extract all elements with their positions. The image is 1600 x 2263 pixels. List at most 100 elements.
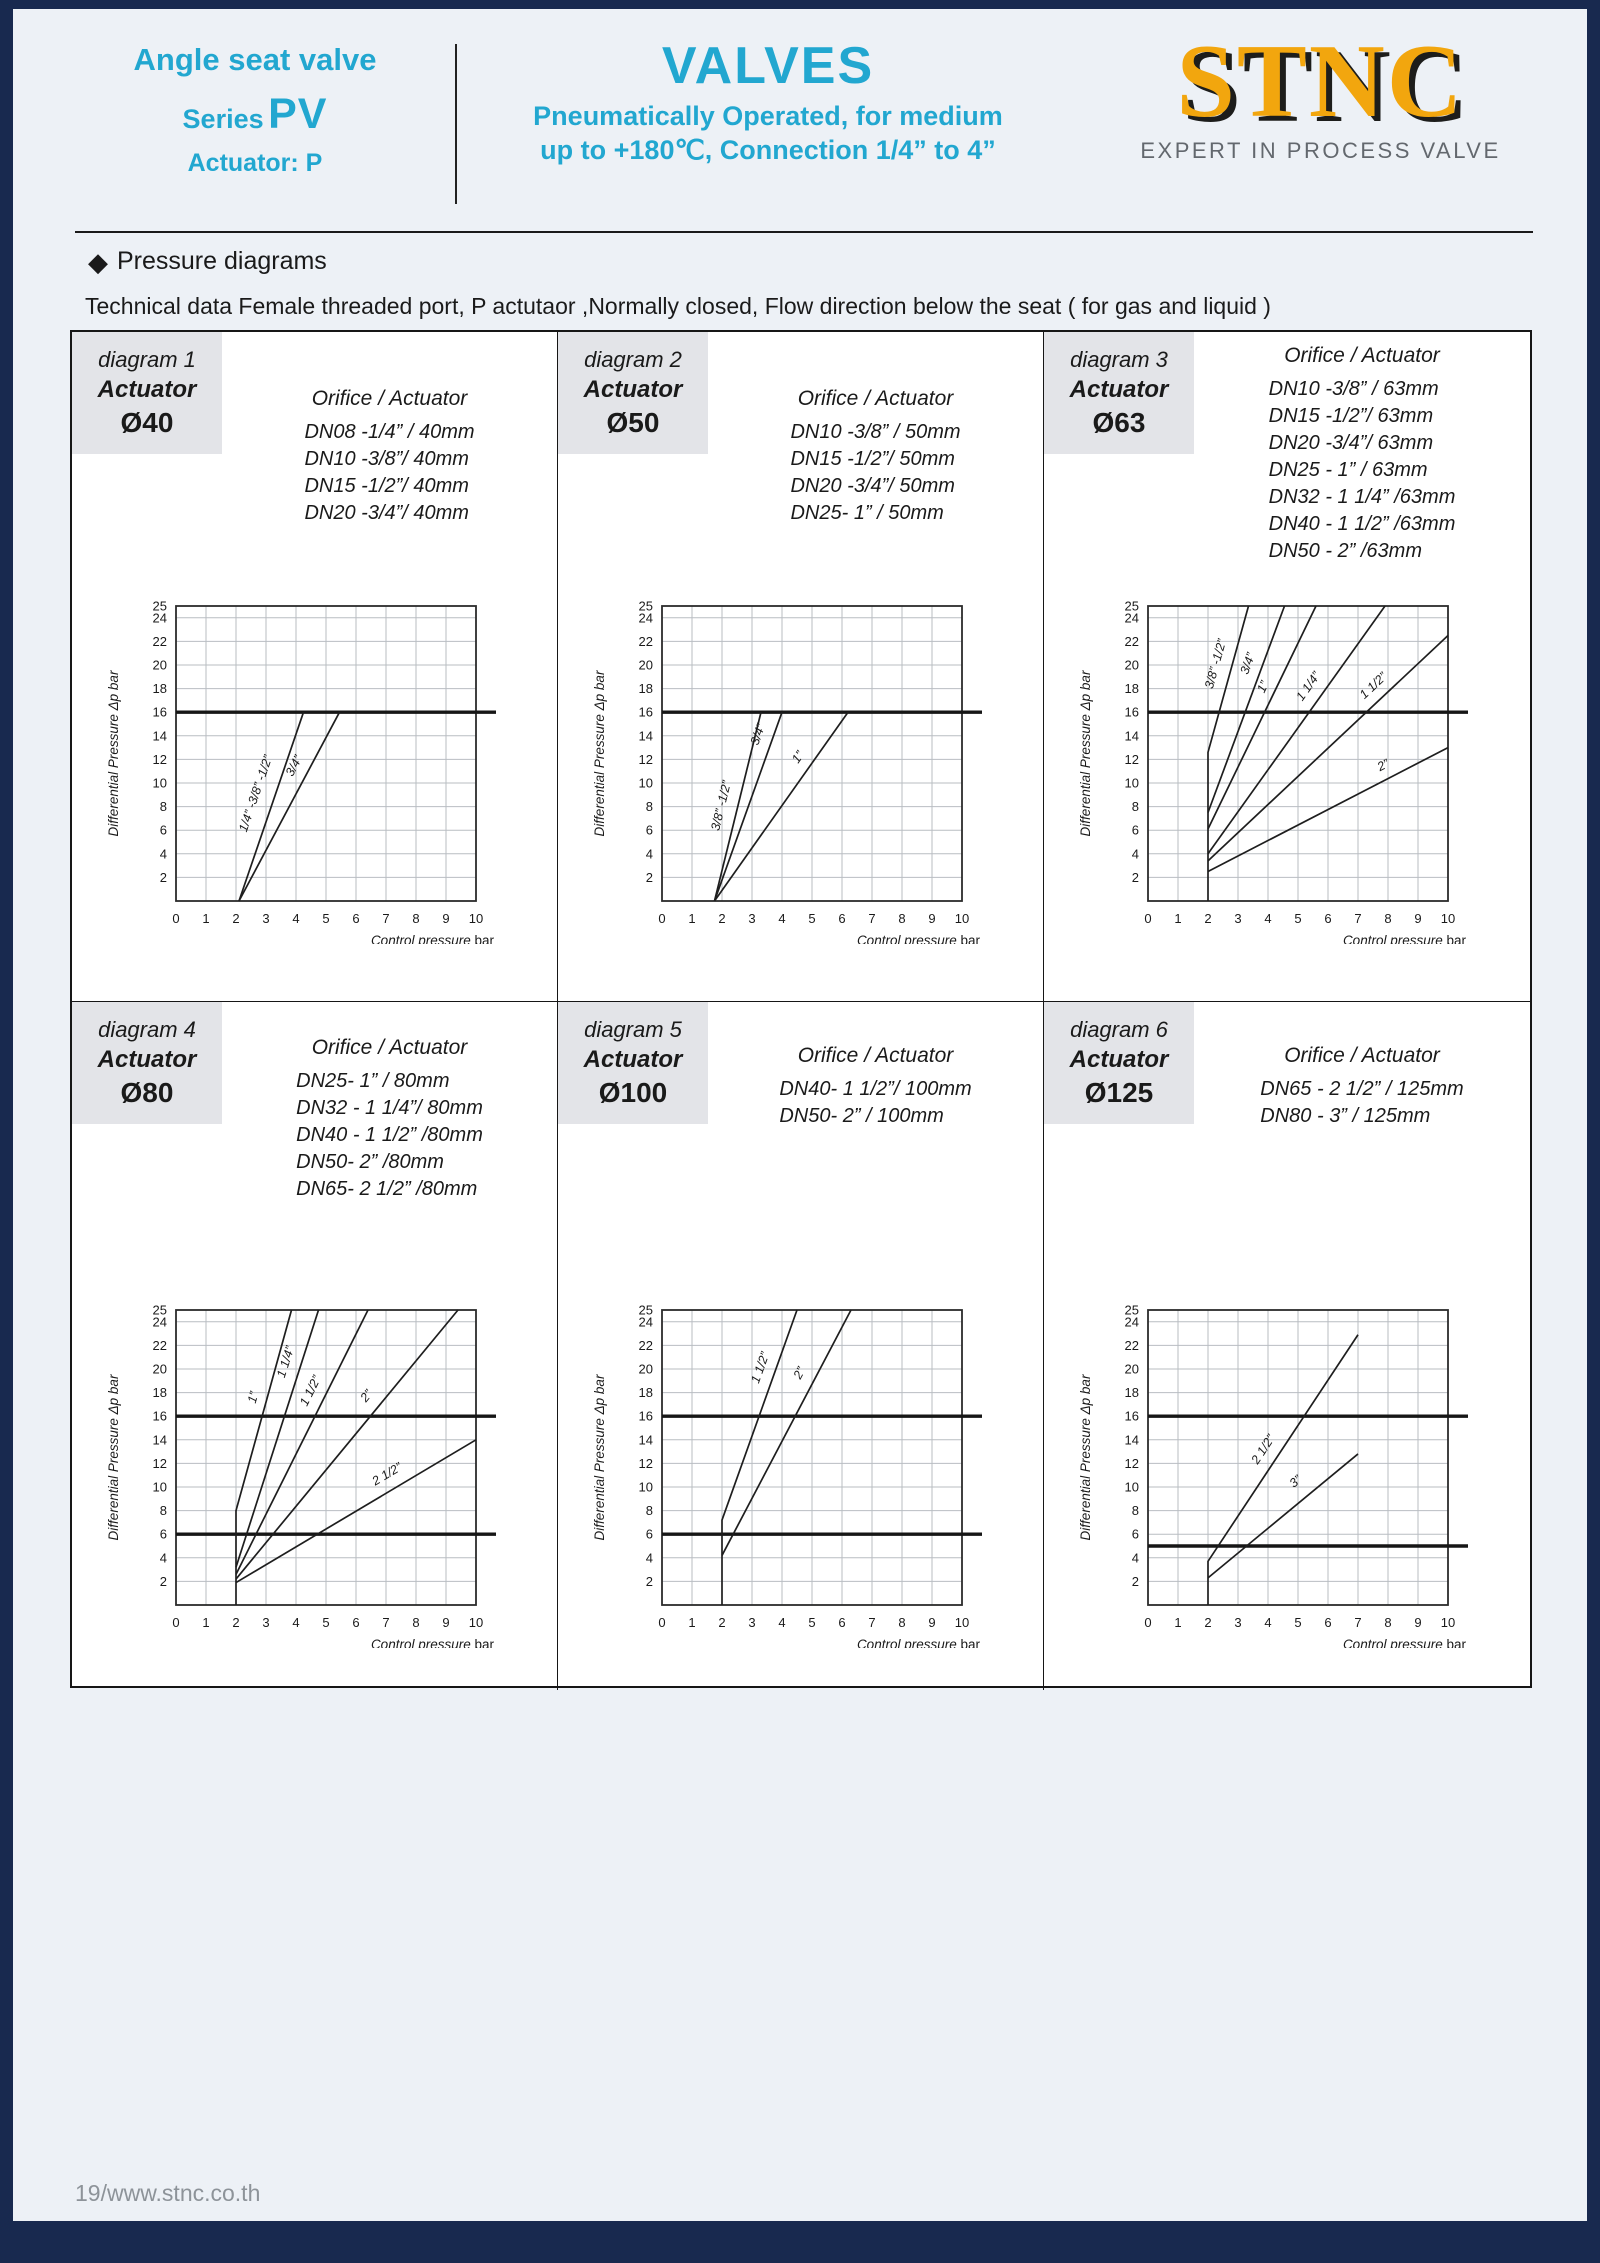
actuator-label: Actuator bbox=[583, 376, 683, 403]
svg-text:8: 8 bbox=[412, 1615, 419, 1630]
actuator-label: Actuator bbox=[1069, 1046, 1169, 1073]
svg-text:18: 18 bbox=[639, 681, 653, 696]
svg-text:2: 2 bbox=[718, 911, 725, 926]
actuator-size: Ø80 bbox=[120, 1077, 174, 1108]
svg-text:6: 6 bbox=[646, 1527, 653, 1542]
svg-text:3: 3 bbox=[1234, 1615, 1241, 1630]
orifice-item: DN15 -1/2”/ 50mm bbox=[790, 448, 955, 470]
x-axis-label: Control pressure bar bbox=[1343, 933, 1467, 944]
svg-text:8: 8 bbox=[898, 911, 905, 926]
svg-text:25: 25 bbox=[1125, 1303, 1139, 1318]
svg-text:7: 7 bbox=[1354, 1615, 1361, 1630]
curve-label: 1 1/2” bbox=[1357, 669, 1390, 702]
svg-text:9: 9 bbox=[928, 1615, 935, 1630]
svg-text:2: 2 bbox=[232, 1615, 239, 1630]
svg-text:20: 20 bbox=[639, 658, 653, 673]
svg-text:3: 3 bbox=[1234, 911, 1241, 926]
brand-tagline: EXPERT IN PROCESS VALVE bbox=[1140, 138, 1501, 164]
actuator-label: Actuator bbox=[1069, 376, 1169, 403]
svg-text:3: 3 bbox=[262, 1615, 269, 1630]
svg-text:4: 4 bbox=[1264, 911, 1271, 926]
svg-text:18: 18 bbox=[1125, 681, 1139, 696]
svg-text:6: 6 bbox=[1132, 1527, 1139, 1542]
curve-label: 3/8” -1/2” bbox=[708, 779, 734, 832]
svg-text:16: 16 bbox=[1125, 1409, 1139, 1424]
svg-text:22: 22 bbox=[1125, 1338, 1139, 1353]
svg-text:0: 0 bbox=[1144, 911, 1151, 926]
diagram-title: diagram 2 bbox=[584, 347, 682, 372]
actuator-size: Ø40 bbox=[120, 407, 174, 438]
actuator-size: Ø125 bbox=[1084, 1077, 1154, 1108]
svg-text:10: 10 bbox=[1441, 911, 1455, 926]
svg-text:1: 1 bbox=[1174, 911, 1181, 926]
chart-container: 2 4 6 8 10 12 14 16 18 20 22 24 25 0 1 2 3 4 5 6 7 8 9 10 1/4” -… bbox=[88, 588, 518, 949]
svg-text:8: 8 bbox=[412, 911, 419, 926]
svg-text:14: 14 bbox=[1125, 1432, 1139, 1447]
svg-text:1: 1 bbox=[202, 1615, 209, 1630]
svg-text:7: 7 bbox=[868, 1615, 875, 1630]
chart-container: 2 4 6 8 10 12 14 16 18 20 22 24 25 0 1 2 3 4 5 6 7 8 9 10 3/8” -… bbox=[574, 588, 1004, 949]
svg-text:5: 5 bbox=[322, 1615, 329, 1630]
orifice-item: DN15 -1/2”/ 40mm bbox=[304, 475, 469, 497]
diagram-title: diagram 3 bbox=[1070, 347, 1168, 372]
svg-text:4: 4 bbox=[292, 911, 299, 926]
svg-text:1: 1 bbox=[202, 911, 209, 926]
svg-text:16: 16 bbox=[153, 1409, 167, 1424]
chart-container: 2 4 6 8 10 12 14 16 18 20 22 24 25 0 1 2 3 4 5 6 7 8 9 10 2 1/2”… bbox=[1060, 1292, 1490, 1653]
valves-title: VALVES bbox=[661, 37, 875, 95]
orifice-item: DN20 -3/4”/ 63mm bbox=[1268, 432, 1434, 454]
svg-text:25: 25 bbox=[639, 599, 653, 614]
svg-text:2: 2 bbox=[1132, 1574, 1139, 1589]
orifice-list: Orifice / Actuator DN10 -3/8” / 63mm DN15 … bbox=[1202, 344, 1522, 565]
orifice-item: DN25 - 1” / 63mm bbox=[1268, 459, 1428, 481]
svg-text:18: 18 bbox=[153, 1385, 167, 1400]
svg-text:22: 22 bbox=[639, 1338, 653, 1353]
svg-text:8: 8 bbox=[1132, 1503, 1139, 1518]
svg-text:24: 24 bbox=[153, 1314, 167, 1329]
page-frame-right bbox=[1587, 0, 1600, 2263]
curve-label: 3/4” bbox=[748, 721, 769, 747]
svg-text:8: 8 bbox=[646, 1503, 653, 1518]
series-value: PV bbox=[268, 90, 328, 138]
diagram-cell: diagram 5 Actuator Ø100 Orifice / Actuator D… bbox=[558, 1002, 1044, 1690]
orifice-item: DN50- 2” / 100mm bbox=[779, 1105, 944, 1127]
svg-text:7: 7 bbox=[382, 911, 389, 926]
actuator-label: Actuator bbox=[97, 376, 197, 403]
svg-text:8: 8 bbox=[1132, 799, 1139, 814]
svg-text:8: 8 bbox=[646, 799, 653, 814]
svg-text:22: 22 bbox=[153, 634, 167, 649]
svg-text:4: 4 bbox=[646, 846, 653, 861]
actuator-label: Actuator bbox=[97, 1046, 197, 1073]
orifice-list-header: Orifice / Actuator bbox=[797, 1044, 954, 1067]
svg-text:18: 18 bbox=[639, 1385, 653, 1400]
curve-label: 3/8” -1/2” bbox=[1202, 637, 1229, 690]
orifice-list-header: Orifice / Actuator bbox=[797, 387, 954, 410]
actuator-label: Actuator bbox=[583, 1046, 683, 1073]
svg-text:10: 10 bbox=[955, 1615, 969, 1630]
orifice-list: Orifice / Actuator DN08 -1/4” / 40mm DN10 … bbox=[230, 387, 549, 527]
svg-text:20: 20 bbox=[1125, 1362, 1139, 1377]
diagram-title: diagram 4 bbox=[98, 1017, 196, 1042]
diagram-cell: diagram 1 Actuator Ø40 Orifice / Actuator DN… bbox=[72, 332, 558, 1002]
svg-text:12: 12 bbox=[639, 1456, 653, 1471]
svg-text:10: 10 bbox=[1125, 776, 1139, 791]
svg-text:7: 7 bbox=[382, 1615, 389, 1630]
svg-text:6: 6 bbox=[1324, 1615, 1331, 1630]
svg-text:10: 10 bbox=[639, 1480, 653, 1495]
svg-text:6: 6 bbox=[352, 911, 359, 926]
svg-text:4: 4 bbox=[1132, 1550, 1139, 1565]
actuator-size: Ø63 bbox=[1092, 407, 1146, 438]
diagram-title: diagram 1 bbox=[98, 347, 196, 372]
svg-text:12: 12 bbox=[639, 752, 653, 767]
svg-text:4: 4 bbox=[1132, 846, 1139, 861]
svg-text:25: 25 bbox=[639, 1303, 653, 1318]
diagram-cell: diagram 6 Actuator Ø125 Orifice / Actuator D… bbox=[1044, 1002, 1530, 1690]
svg-text:6: 6 bbox=[646, 823, 653, 838]
y-axis-label: Differential Pressure Δp bar bbox=[1078, 1374, 1093, 1540]
svg-text:4: 4 bbox=[160, 846, 167, 861]
svg-text:8: 8 bbox=[160, 799, 167, 814]
svg-text:6: 6 bbox=[1132, 823, 1139, 838]
